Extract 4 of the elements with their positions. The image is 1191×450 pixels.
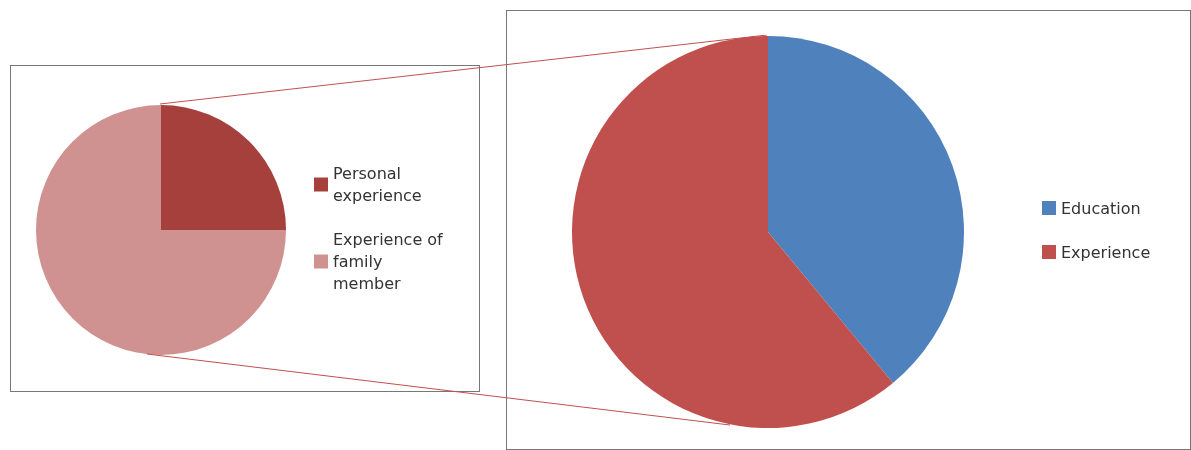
legend-label: Experience bbox=[1061, 242, 1151, 262]
legend-label: Education bbox=[1061, 198, 1141, 218]
legend-label: Personal experience bbox=[333, 164, 422, 205]
legend-label: Experience of family member bbox=[333, 230, 448, 293]
